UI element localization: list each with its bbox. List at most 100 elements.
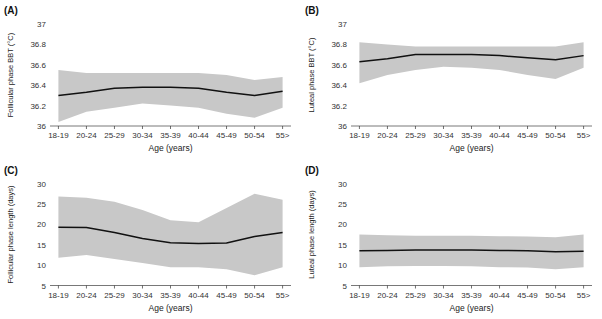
- x-tick: [198, 126, 199, 129]
- band: [359, 42, 583, 83]
- band: [58, 194, 282, 276]
- y-axis-label: Luteal phase length (days): [307, 190, 316, 279]
- x-tick: [142, 126, 143, 129]
- y-tick-label: 36.2: [331, 102, 347, 111]
- x-tick: [499, 286, 500, 289]
- y-tick-label: 36.2: [30, 102, 46, 111]
- x-tick-label: 45-49: [517, 131, 538, 140]
- x-tick-label: 20-24: [76, 291, 97, 300]
- y-tick-label: 15: [338, 241, 347, 250]
- plot-area: [359, 235, 583, 270]
- mean-line: [58, 227, 282, 243]
- y-tick-label: 36.8: [331, 40, 347, 49]
- y-tick-label: 36.4: [30, 81, 46, 90]
- x-tick-label: 25-29: [104, 291, 125, 300]
- x-tick-label: 35-39: [160, 291, 181, 300]
- x-tick-label: 45-49: [216, 291, 237, 300]
- y-tick-label: 36.8: [30, 40, 46, 49]
- panel: 18-1920-2425-2930-3435-3940-4445-4950-54…: [305, 165, 592, 313]
- x-tick: [226, 126, 227, 129]
- x-tick-label: 50-54: [545, 291, 566, 300]
- y-tick-label: 36: [37, 122, 46, 131]
- band: [58, 70, 282, 122]
- x-tick: [58, 286, 59, 289]
- panel-label: (B): [305, 5, 319, 16]
- x-tick-label: 25-29: [405, 291, 426, 300]
- x-tick: [443, 126, 444, 129]
- x-tick-label: 30-34: [132, 291, 153, 300]
- x-tick-label: 18-19: [349, 131, 370, 140]
- x-tick: [415, 126, 416, 129]
- x-tick-label: 30-34: [433, 291, 454, 300]
- x-tick: [254, 286, 255, 289]
- y-tick-label: 36.6: [30, 61, 46, 70]
- y-tick-label: 37: [338, 20, 347, 29]
- plot-area: [58, 194, 282, 276]
- y-tick-label: 20: [338, 220, 347, 229]
- x-tick-label: 20-24: [377, 291, 398, 300]
- x-axis-label: Age (years): [149, 143, 193, 153]
- x-tick: [415, 286, 416, 289]
- x-tick-label: 25-29: [405, 131, 426, 140]
- y-tick-label: 36.4: [331, 81, 347, 90]
- y-tick-label: 5: [42, 282, 47, 291]
- x-tick: [114, 126, 115, 129]
- x-tick: [86, 126, 87, 129]
- x-tick-label: 35-39: [160, 131, 181, 140]
- y-tick-label: 10: [37, 261, 46, 270]
- x-tick-label: 35-39: [461, 291, 482, 300]
- y-axis-label: Follicular phase BBT (°C): [6, 32, 15, 117]
- x-tick: [471, 126, 472, 129]
- x-tick-label: 20-24: [377, 131, 398, 140]
- x-tick: [555, 126, 556, 129]
- y-tick-label: 30: [37, 180, 46, 189]
- x-axis-label: Age (years): [450, 143, 494, 153]
- x-tick-label: 50-54: [244, 131, 265, 140]
- x-tick: [282, 286, 283, 289]
- x-tick: [226, 286, 227, 289]
- y-tick-label: 25: [338, 200, 347, 209]
- x-tick: [527, 126, 528, 129]
- plot-area: [58, 70, 282, 122]
- y-tick-label: 10: [338, 261, 347, 270]
- x-tick-label: 55>: [276, 291, 290, 300]
- panel-label: (A): [4, 5, 18, 16]
- panel: 18-1920-2425-2930-3435-3940-4445-4950-54…: [305, 5, 592, 153]
- x-tick: [58, 126, 59, 129]
- x-tick-label: 50-54: [545, 131, 566, 140]
- x-tick-label: 55>: [577, 131, 591, 140]
- x-tick-label: 55>: [577, 291, 591, 300]
- panel-label: (D): [305, 165, 319, 176]
- panel-label: (C): [4, 165, 18, 176]
- x-tick-label: 30-34: [433, 131, 454, 140]
- y-tick-label: 37: [37, 20, 46, 29]
- x-axis-label: Age (years): [450, 303, 494, 313]
- x-tick-label: 25-29: [104, 131, 125, 140]
- x-tick-label: 30-34: [132, 131, 153, 140]
- x-tick: [170, 126, 171, 129]
- y-tick-label: 36.6: [331, 61, 347, 70]
- x-tick: [583, 126, 584, 129]
- x-tick-label: 20-24: [76, 131, 97, 140]
- x-tick: [387, 126, 388, 129]
- x-tick-label: 40-44: [188, 291, 209, 300]
- x-tick: [527, 286, 528, 289]
- x-tick-label: 40-44: [489, 291, 510, 300]
- mean-line: [359, 55, 583, 62]
- panel: 18-1920-2425-2930-3435-3940-4445-4950-54…: [4, 165, 291, 313]
- mean-line: [359, 250, 583, 252]
- band: [359, 235, 583, 270]
- x-tick-label: 45-49: [517, 291, 538, 300]
- x-tick-label: 55>: [276, 131, 290, 140]
- x-tick: [170, 286, 171, 289]
- x-tick: [114, 286, 115, 289]
- x-tick-label: 50-54: [244, 291, 265, 300]
- y-tick-label: 20: [37, 220, 46, 229]
- x-tick-label: 35-39: [461, 131, 482, 140]
- plot-area: [359, 42, 583, 83]
- panel: 18-1920-2425-2930-3435-3940-4445-4950-54…: [4, 5, 291, 153]
- figure: 18-19 20-24 25-29 30-34 35-39 40-44 45-49 50-54…: [0, 0, 602, 319]
- x-tick: [359, 126, 360, 129]
- x-tick: [86, 286, 87, 289]
- x-tick: [443, 286, 444, 289]
